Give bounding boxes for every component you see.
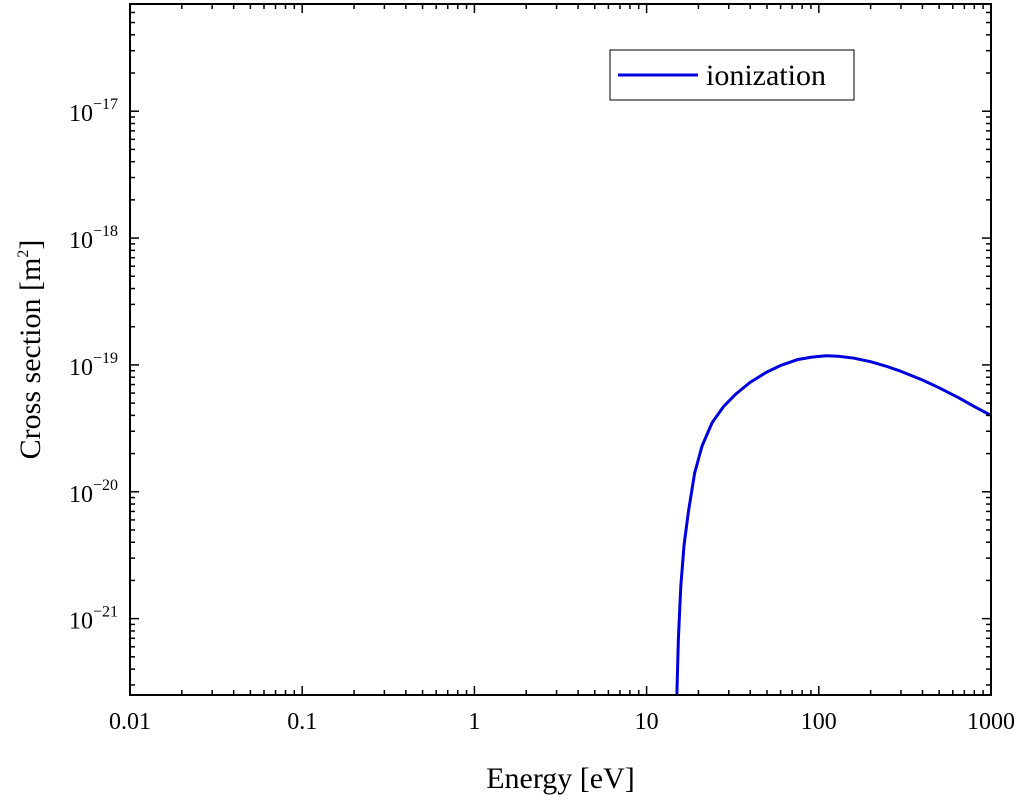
y-tick-base: 10 bbox=[69, 609, 93, 635]
y-axis-title-superscript: 2 bbox=[15, 250, 32, 258]
y-tick-exponent: −20 bbox=[93, 477, 118, 494]
y-tick-exponent: −18 bbox=[93, 223, 118, 240]
x-tick-label: 100 bbox=[801, 709, 837, 735]
legend-label: ionization bbox=[706, 59, 826, 92]
axes: 0.01 0.1 1 10 100 100010−2110−2010−1910−1810−… bbox=[14, 3, 1015, 795]
y-tick-label: 10−17 bbox=[69, 96, 118, 127]
y-tick-label: 10−19 bbox=[69, 350, 118, 381]
y-tick-base: 10 bbox=[69, 228, 93, 254]
y-tick-exponent: −17 bbox=[93, 96, 118, 113]
x-tick-label: 1 bbox=[468, 709, 480, 735]
y-tick-base: 10 bbox=[69, 355, 93, 381]
x-axis-title: Energy [eV] bbox=[486, 762, 635, 795]
x-tick-label: 10 bbox=[635, 709, 659, 735]
y-tick-label: 10−21 bbox=[69, 604, 118, 635]
legend: ionization bbox=[609, 49, 855, 101]
x-tick-label: 1000 bbox=[967, 709, 1015, 735]
y-tick-exponent: −19 bbox=[93, 350, 118, 367]
y-axis-title: Cross section [m2] bbox=[14, 240, 47, 460]
y-tick-exponent: −21 bbox=[93, 604, 118, 621]
y-axis-title-close: ] bbox=[14, 240, 47, 250]
x-tick-label: 0.1 bbox=[287, 709, 317, 735]
plot-area bbox=[675, 354, 991, 695]
plot-frame bbox=[129, 3, 992, 696]
y-tick-label: 10−18 bbox=[69, 223, 118, 254]
x-tick-label: 0.01 bbox=[109, 709, 151, 735]
y-tick-label: 10−20 bbox=[69, 477, 118, 508]
y-tick-base: 10 bbox=[69, 101, 93, 127]
y-axis-title-text: Cross section [m bbox=[14, 258, 47, 460]
series-line-ionization bbox=[675, 354, 991, 695]
y-tick-base: 10 bbox=[69, 482, 93, 508]
